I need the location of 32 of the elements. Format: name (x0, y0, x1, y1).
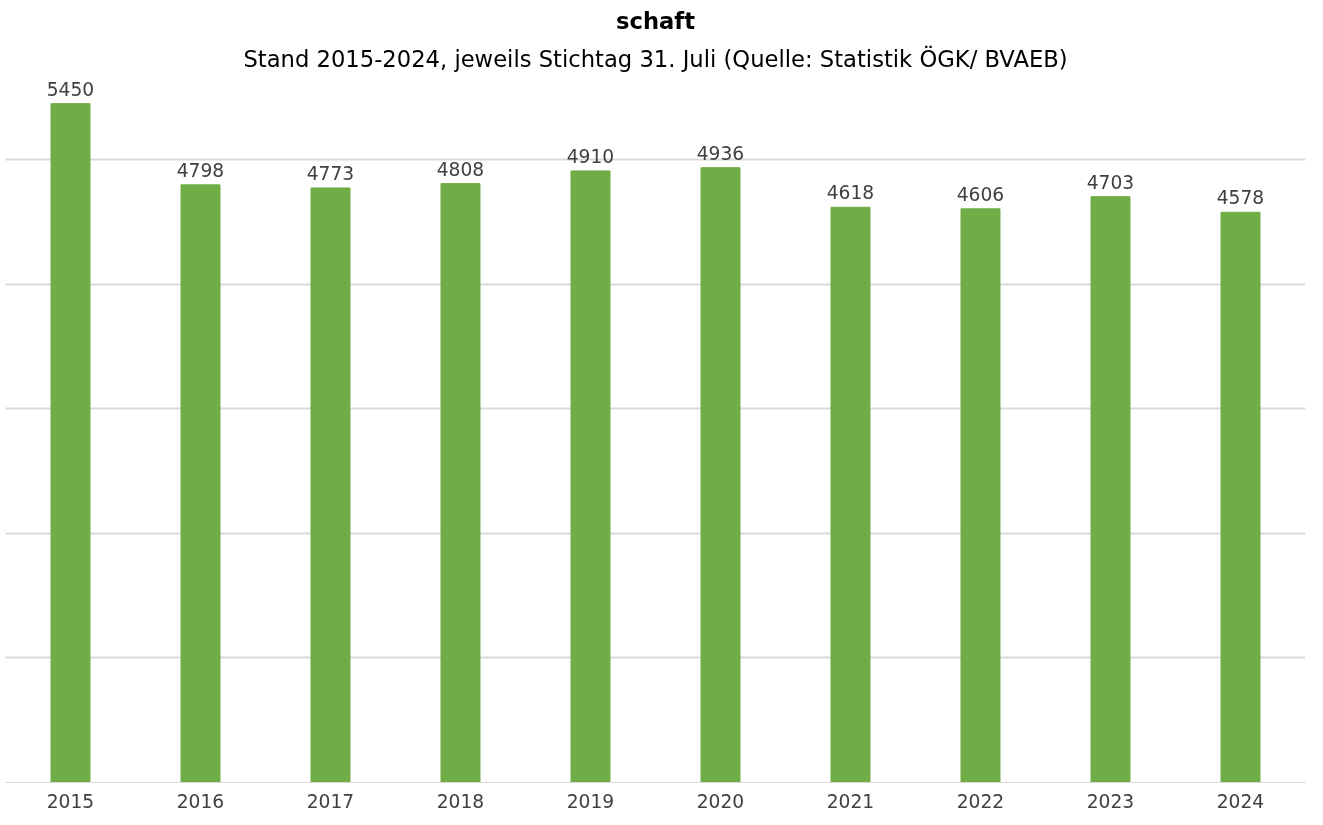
bar (180, 184, 221, 783)
data-label: 4808 (436, 158, 485, 180)
x-tick-label: 2015 (46, 790, 95, 812)
x-tick-label: 2024 (1216, 790, 1265, 812)
data-label: 4936 (696, 142, 745, 164)
bar (310, 187, 351, 783)
chart-title: schaft (615, 7, 696, 34)
data-label: 4798 (176, 159, 225, 181)
bar (830, 206, 871, 783)
data-label: 4910 (566, 145, 615, 167)
x-tick-label: 2022 (956, 790, 1005, 812)
data-label: 4606 (956, 183, 1005, 205)
x-tick-label: 2020 (696, 790, 745, 812)
x-tick-label: 2018 (436, 790, 485, 812)
x-tick-label: 2016 (176, 790, 225, 812)
bar (440, 183, 481, 783)
data-label: 4773 (306, 162, 355, 184)
data-label: 5450 (46, 78, 95, 100)
x-tick-label: 2021 (826, 790, 875, 812)
bar (1090, 196, 1131, 783)
bar (50, 103, 91, 783)
bar (700, 167, 741, 783)
x-tick-label: 2017 (306, 790, 355, 812)
bar (570, 170, 611, 783)
data-label: 4578 (1216, 187, 1265, 209)
bar (1220, 211, 1261, 783)
data-label: 4703 (1086, 171, 1135, 193)
chart-subtitle: Stand 2015-2024, jeweils Stichtag 31. Juli (Quelle: Statistik ÖGK/ BVAEB) (243, 44, 1068, 72)
x-tick-label: 2019 (566, 790, 615, 812)
data-label: 4618 (826, 182, 875, 204)
x-tick-label: 2023 (1086, 790, 1135, 812)
bar (960, 208, 1001, 783)
